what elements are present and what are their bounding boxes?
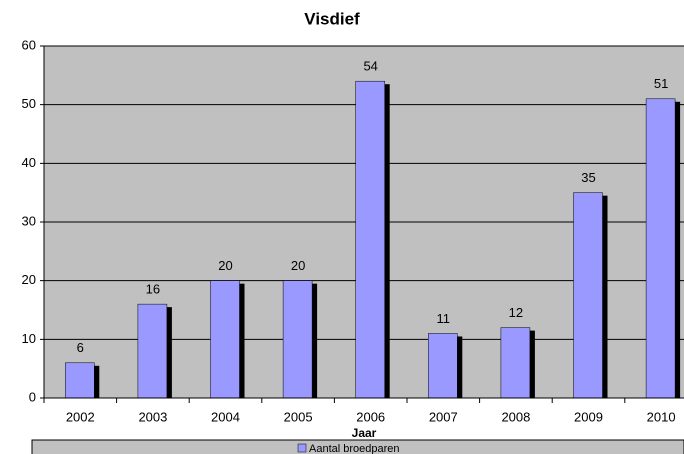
bar (210, 280, 240, 399)
x-tick-label: 2008 (501, 409, 530, 424)
data-label: 16 (146, 282, 160, 297)
bar (645, 98, 676, 399)
x-axis-label: Jaar (352, 426, 377, 440)
legend-box (31, 439, 684, 454)
legend-label: Aantal broedparen (309, 443, 400, 454)
chart-title: Visdief (304, 9, 360, 28)
bar (282, 280, 313, 399)
data-label: 51 (654, 76, 668, 91)
data-label: 11 (437, 311, 451, 326)
y-tick-label: 30 (22, 213, 36, 228)
bar (355, 80, 385, 399)
bar (500, 327, 531, 399)
x-tick-label: 2007 (429, 409, 458, 424)
y-tick-label: 60 (22, 37, 36, 52)
bar (573, 192, 603, 399)
bar (137, 303, 168, 399)
x-tick-label: 2009 (574, 409, 603, 424)
x-tick-label: 2003 (138, 409, 167, 424)
data-label: 6 (77, 340, 84, 355)
data-label: 35 (581, 170, 595, 185)
bar (428, 333, 458, 399)
y-tick-label: 20 (22, 272, 36, 287)
y-tick-label: 50 (22, 96, 36, 111)
data-label: 12 (509, 305, 523, 320)
y-tick-label: 0 (29, 389, 36, 404)
data-label: 20 (218, 258, 232, 273)
x-tick-label: 2006 (356, 409, 385, 424)
x-tick-label: 2002 (66, 409, 95, 424)
data-label: 20 (291, 258, 305, 273)
x-tick-label: 2005 (284, 409, 313, 424)
legend-swatch (297, 443, 307, 453)
x-tick-label: 2010 (647, 409, 676, 424)
y-tick-label: 40 (22, 155, 36, 170)
x-tick-label: 2004 (211, 409, 240, 424)
y-tick-label: 10 (22, 331, 36, 346)
data-label: 54 (363, 59, 377, 74)
bar (65, 362, 95, 399)
